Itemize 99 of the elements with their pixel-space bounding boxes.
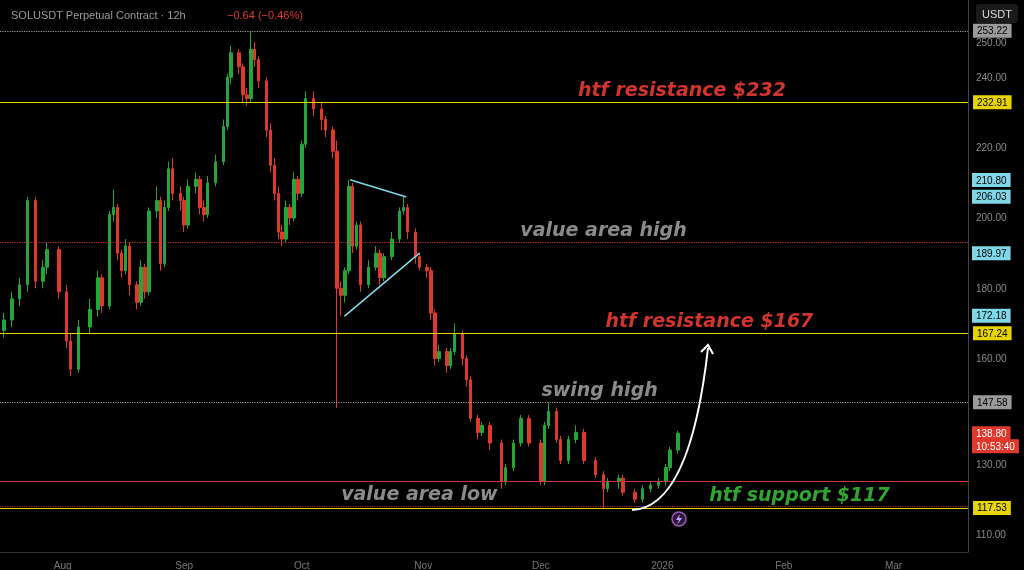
y-tick-label: 110.00 [976,528,1007,540]
annotation: swing high [541,377,658,400]
y-tick-label: 240.00 [976,71,1008,83]
candlestick [351,182,354,254]
candlestick [414,228,417,265]
candlestick [292,171,296,222]
candlestick [194,171,198,194]
text: −0.64 (−0.46%) [227,8,303,21]
candlestick [124,238,127,275]
candlestick [135,280,139,310]
text: 172.18 [976,310,1008,322]
candlestick [633,488,637,504]
candlestick [390,231,394,261]
candlestick [296,175,300,201]
candlestick [519,414,523,448]
candlestick [34,196,37,289]
candlestick [676,430,680,455]
candlestick [476,414,480,440]
text: 10:53:40 [976,440,1016,452]
candlestick [488,421,492,451]
candlestick [582,428,586,465]
candlestick [378,249,382,286]
candlestick [437,344,441,363]
candlestick [418,252,421,272]
candlestick [77,319,80,374]
candlestick [128,242,131,296]
candlestick [159,196,162,272]
y-axis-title: USDT [982,7,1013,20]
candlestick [155,185,159,219]
candlestick [96,270,100,317]
candlestick [500,438,503,490]
text: 206.03 [976,191,1008,203]
x-tick-label: Aug [53,559,72,570]
candlestick [143,263,147,300]
candlestick [206,175,209,219]
candlestick [284,199,288,244]
candlestick [249,30,253,103]
candlestick [18,277,21,307]
x-tick-label: Feb [775,559,793,570]
candlestick [100,273,104,314]
candlestick [539,438,543,486]
candlestick [57,245,61,300]
annotation: htf resistance $167 [605,308,815,331]
ref-line-label: 117.53 [977,502,1008,514]
x-tick-label: 2026 [651,559,674,570]
candlestick [574,424,578,444]
candlestick [312,90,315,117]
text: 189.97 [976,247,1008,259]
y-tick-label: 180.00 [976,282,1008,294]
candlestick [512,438,515,472]
candlestick [139,259,143,307]
candlestick [527,414,531,448]
candlestick [567,435,570,465]
candlestick [641,484,644,504]
candlestick [26,196,29,293]
y-tick-label: 250.00 [976,36,1008,48]
x-tick-label: Sep [175,559,194,570]
candlestick [621,474,625,497]
candlestick [594,456,597,479]
y-tick-label: 130.00 [976,458,1008,470]
ref-line-label: 167.24 [977,327,1009,339]
candlestick [374,245,378,272]
candlestick [445,347,449,374]
candlestick [186,178,190,230]
candlestick [355,221,358,251]
candlestick [504,463,507,486]
candlestick [2,312,6,339]
text: 210.80 [976,174,1008,186]
annotation: htf resistance $232 [577,77,786,100]
candlestick [657,477,660,490]
candlestick [288,203,292,226]
text: SOLUSDT Perpetual Contract · 12h [11,8,186,21]
ref-line-label: 253.22 [977,25,1009,37]
x-tick-label: Dec [531,559,550,570]
annotation: htf support $117 [709,483,891,506]
annotation: value area low [341,481,498,504]
candlestick [359,221,362,293]
candlestick [606,477,609,493]
candlestick [367,259,370,289]
candlestick [382,252,386,282]
y-tick-label: 200.00 [976,212,1008,224]
candlestick [214,154,217,187]
x-tick-label: Oct [293,559,310,570]
candlestick [10,291,14,328]
candlestick [480,421,484,437]
y-tick-label: 160.00 [976,353,1008,365]
candlestick [602,470,605,509]
y-tick-label: 220.00 [976,142,1008,154]
x-tick-label: Nov [414,559,433,570]
candlestick [171,157,174,201]
candlestick [406,203,409,240]
annotation: value area high [520,218,687,241]
ref-line-label: 232.91 [977,96,1009,108]
candlestick [649,481,652,493]
candlestick [88,298,92,335]
candlestick [147,206,151,296]
text: 138.80 [976,427,1008,439]
x-tick-label: Mar [884,559,903,570]
ref-line-label: 147.58 [977,396,1009,408]
